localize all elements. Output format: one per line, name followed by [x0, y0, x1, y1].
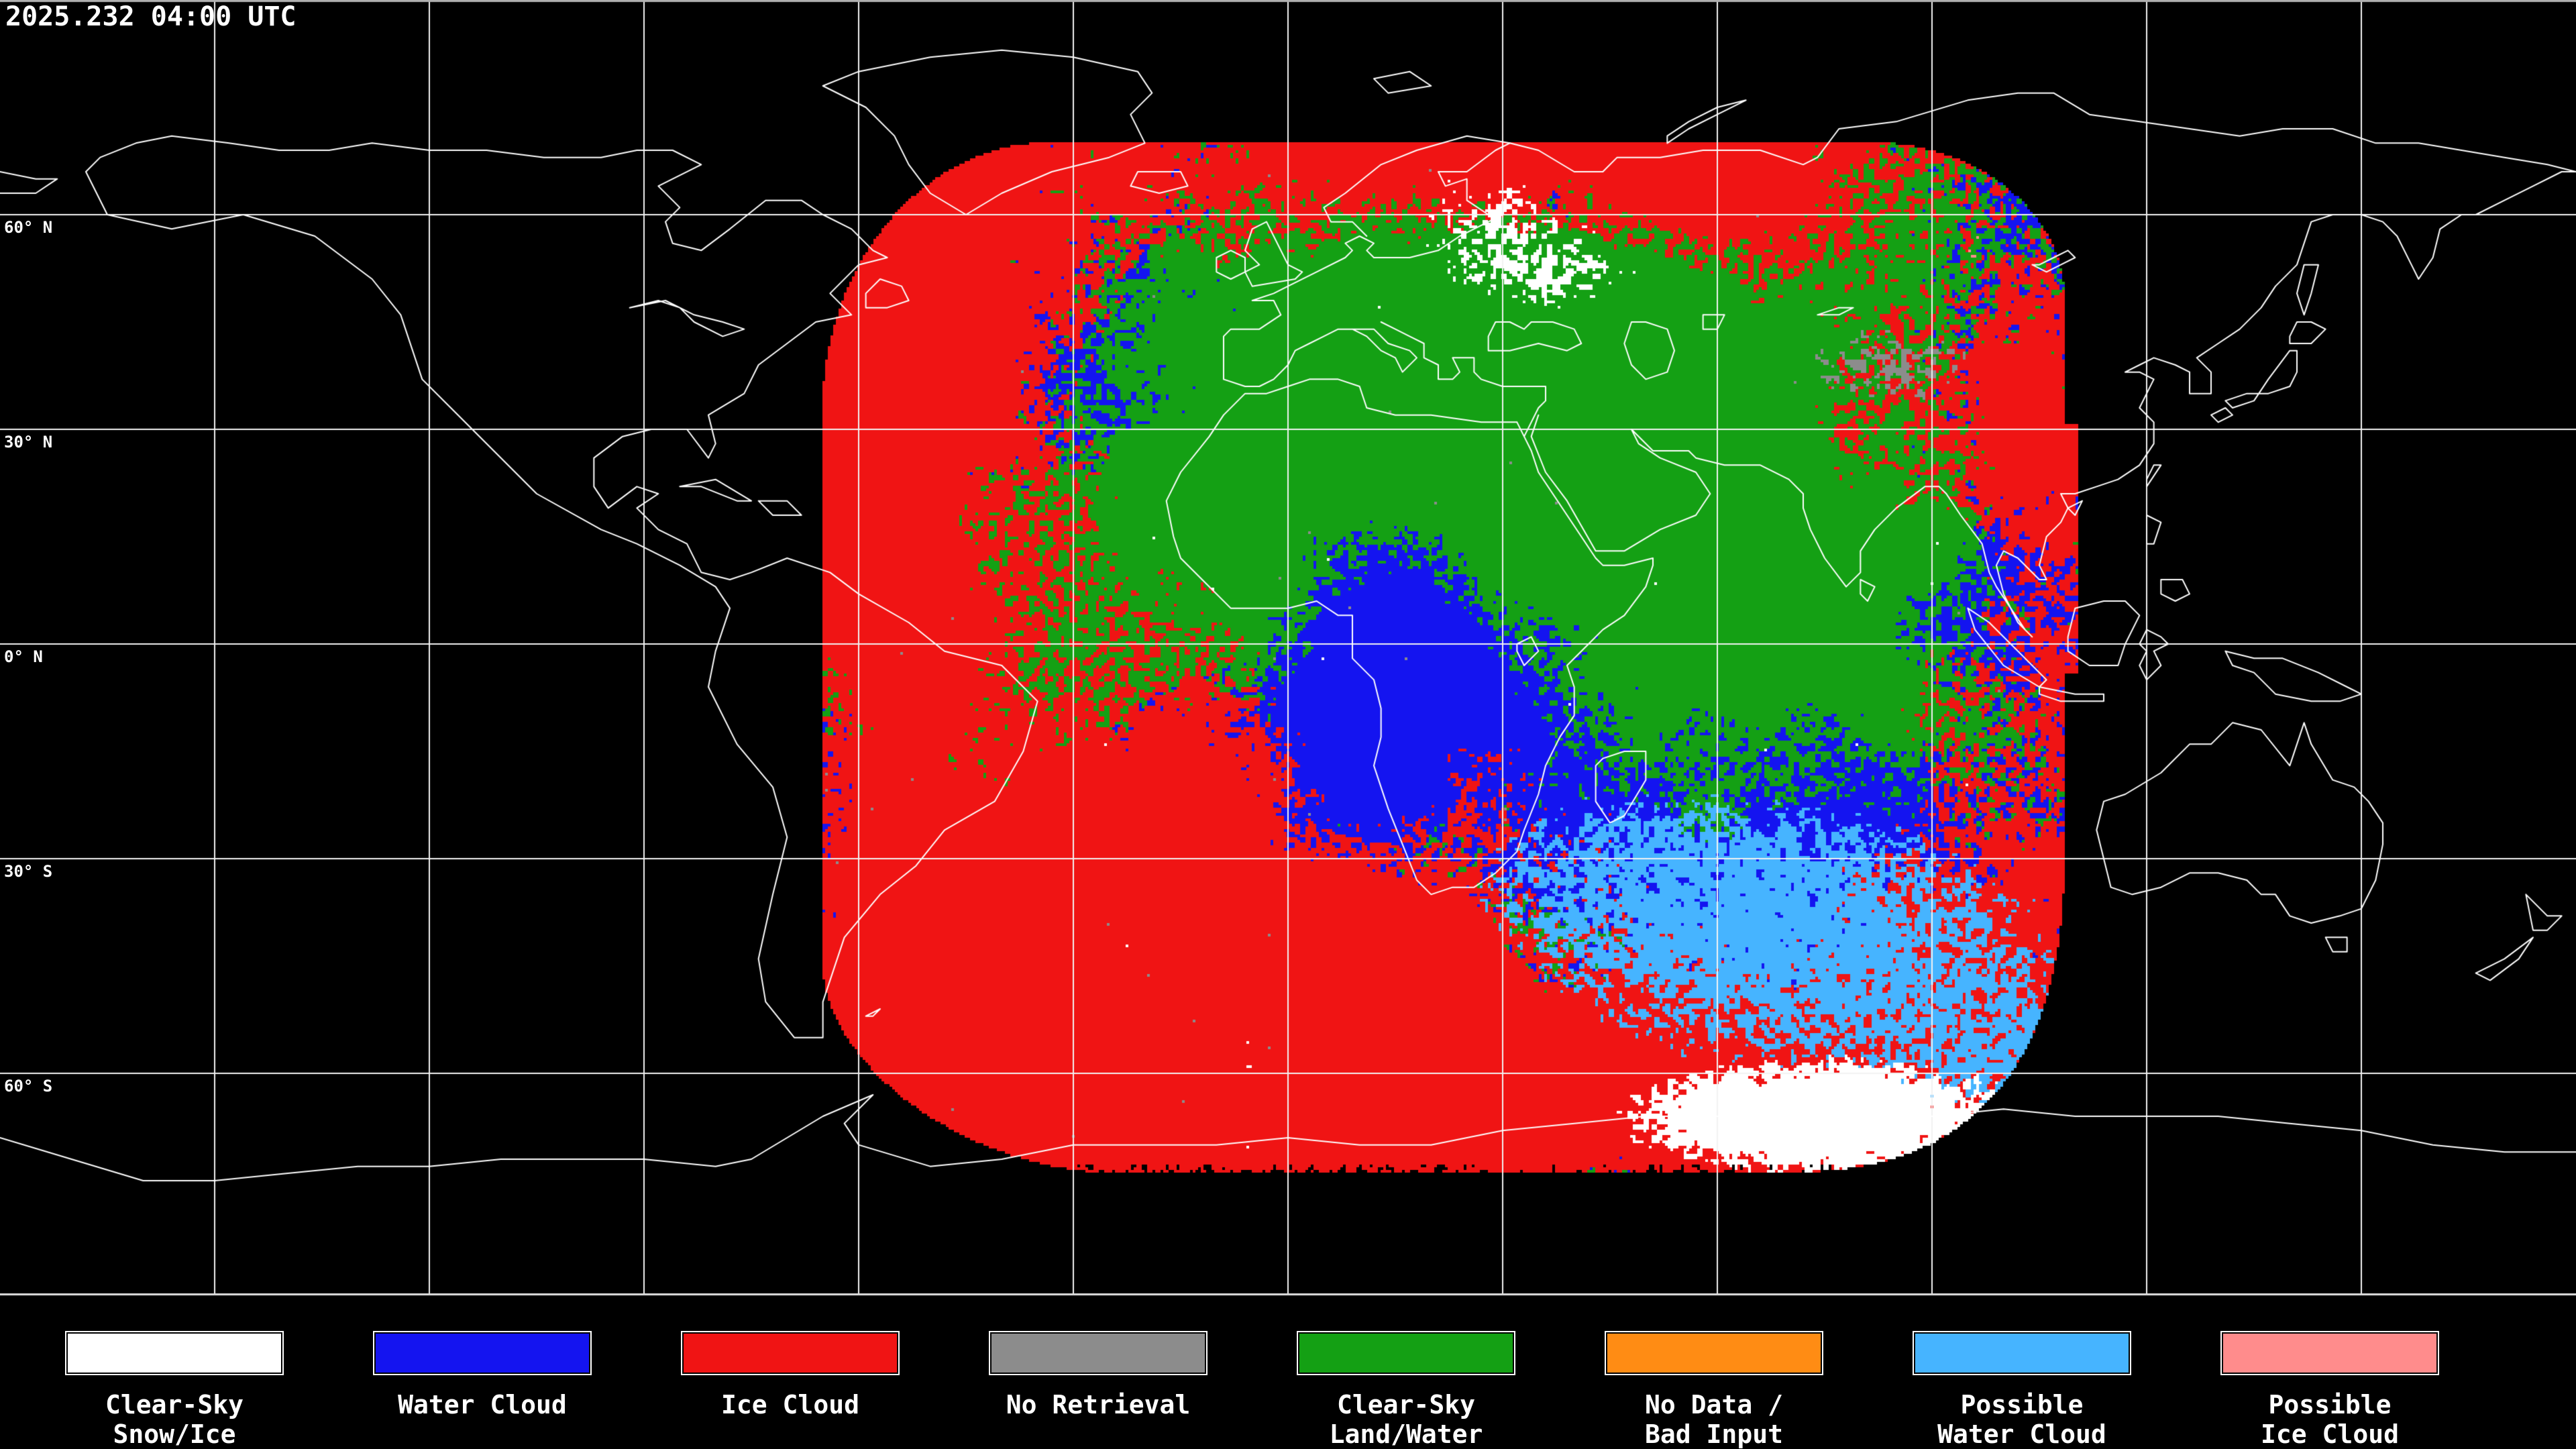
legend-item-clear-sky-land-water: Clear-Sky Land/Water — [1297, 1331, 1515, 1449]
lat-label: 30° S — [4, 862, 53, 881]
legend-swatch-possible-ice-cloud — [2220, 1331, 2439, 1375]
legend-swatch-no-data-bad-input — [1605, 1331, 1823, 1375]
legend-item-possible-ice-cloud: Possible Ice Cloud — [2220, 1331, 2439, 1449]
legend-item-ice-cloud: Ice Cloud — [681, 1331, 900, 1419]
legend-swatch-ice-cloud — [681, 1331, 900, 1375]
timestamp: 2025.232 04:00 UTC — [5, 1, 297, 32]
legend-label-possible-ice-cloud: Possible Ice Cloud — [2261, 1390, 2399, 1449]
legend-swatch-no-retrieval — [989, 1331, 1208, 1375]
legend-swatch-possible-water-cloud — [1913, 1331, 2131, 1375]
legend-item-clear-sky-snow-ice: Clear-Sky Snow/Ice — [65, 1331, 284, 1449]
lat-label: 0° N — [4, 647, 43, 666]
legend-label-possible-water-cloud: Possible Water Cloud — [1937, 1390, 2106, 1449]
legend-swatch-water-cloud — [373, 1331, 592, 1375]
legend-label-no-data-bad-input: No Data / Bad Input — [1645, 1390, 1783, 1449]
legend-label-clear-sky-snow-ice: Clear-Sky Snow/Ice — [105, 1390, 244, 1449]
lat-label: 60° N — [4, 218, 53, 237]
legend-swatch-clear-sky-snow-ice — [65, 1331, 284, 1375]
lat-label: 60° S — [4, 1077, 53, 1095]
legend-label-water-cloud: Water Cloud — [398, 1390, 567, 1419]
legend-label-clear-sky-land-water: Clear-Sky Land/Water — [1329, 1390, 1483, 1449]
lat-label: 30° N — [4, 433, 53, 451]
legend-item-possible-water-cloud: Possible Water Cloud — [1913, 1331, 2131, 1449]
legend-item-no-retrieval: No Retrieval — [989, 1331, 1208, 1419]
world-map-canvas — [0, 0, 2576, 1297]
legend-item-no-data-bad-input: No Data / Bad Input — [1605, 1331, 1823, 1449]
legend-label-ice-cloud: Ice Cloud — [721, 1390, 859, 1419]
legend-label-no-retrieval: No Retrieval — [1006, 1390, 1191, 1419]
legend-swatch-clear-sky-land-water — [1297, 1331, 1515, 1375]
legend-item-water-cloud: Water Cloud — [373, 1331, 592, 1419]
